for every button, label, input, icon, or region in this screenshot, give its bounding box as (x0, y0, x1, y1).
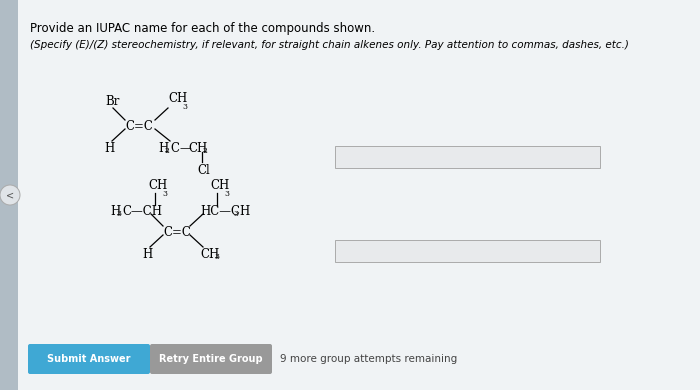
Text: CH: CH (168, 92, 188, 105)
Text: H: H (142, 248, 153, 261)
Text: CH: CH (148, 179, 167, 192)
Bar (335, 240, 600, 262)
Text: 9 more group attempts remaining: 9 more group attempts remaining (280, 354, 457, 364)
Text: Br: Br (105, 95, 120, 108)
Text: Retry Entire Group: Retry Entire Group (159, 354, 262, 364)
FancyBboxPatch shape (28, 344, 150, 374)
Text: 3: 3 (182, 103, 187, 111)
Text: (Specify (E)/(Z) stereochemistry, if relevant, for straight chain alkenes only. : (Specify (E)/(Z) stereochemistry, if rel… (30, 40, 629, 50)
Text: 3: 3 (224, 190, 229, 198)
Text: C—CH: C—CH (122, 205, 162, 218)
Text: —: — (179, 142, 190, 155)
Text: Submit Answer: Submit Answer (48, 354, 131, 364)
Text: 3: 3 (214, 253, 219, 261)
Bar (0, 0, 18, 390)
Text: 3: 3 (233, 210, 238, 218)
Text: H: H (104, 142, 114, 155)
Text: H: H (110, 205, 120, 218)
Text: 3: 3 (162, 190, 167, 198)
Circle shape (0, 185, 20, 205)
Text: 2: 2 (202, 147, 207, 155)
Text: HC—CH: HC—CH (200, 205, 251, 218)
Text: Provide an IUPAC name for each of the compounds shown.: Provide an IUPAC name for each of the co… (30, 22, 375, 35)
FancyBboxPatch shape (150, 344, 272, 374)
Text: <: < (6, 190, 14, 200)
Text: CH: CH (200, 248, 219, 261)
Text: 3: 3 (116, 210, 121, 218)
Text: C=C: C=C (163, 226, 191, 239)
Text: 2: 2 (164, 147, 169, 155)
Text: C=C: C=C (125, 120, 153, 133)
Text: Cl: Cl (197, 164, 210, 177)
Text: C: C (170, 142, 179, 155)
Text: H: H (158, 142, 168, 155)
Bar (335, 146, 600, 168)
Text: CH: CH (210, 179, 230, 192)
Text: CH: CH (188, 142, 207, 155)
